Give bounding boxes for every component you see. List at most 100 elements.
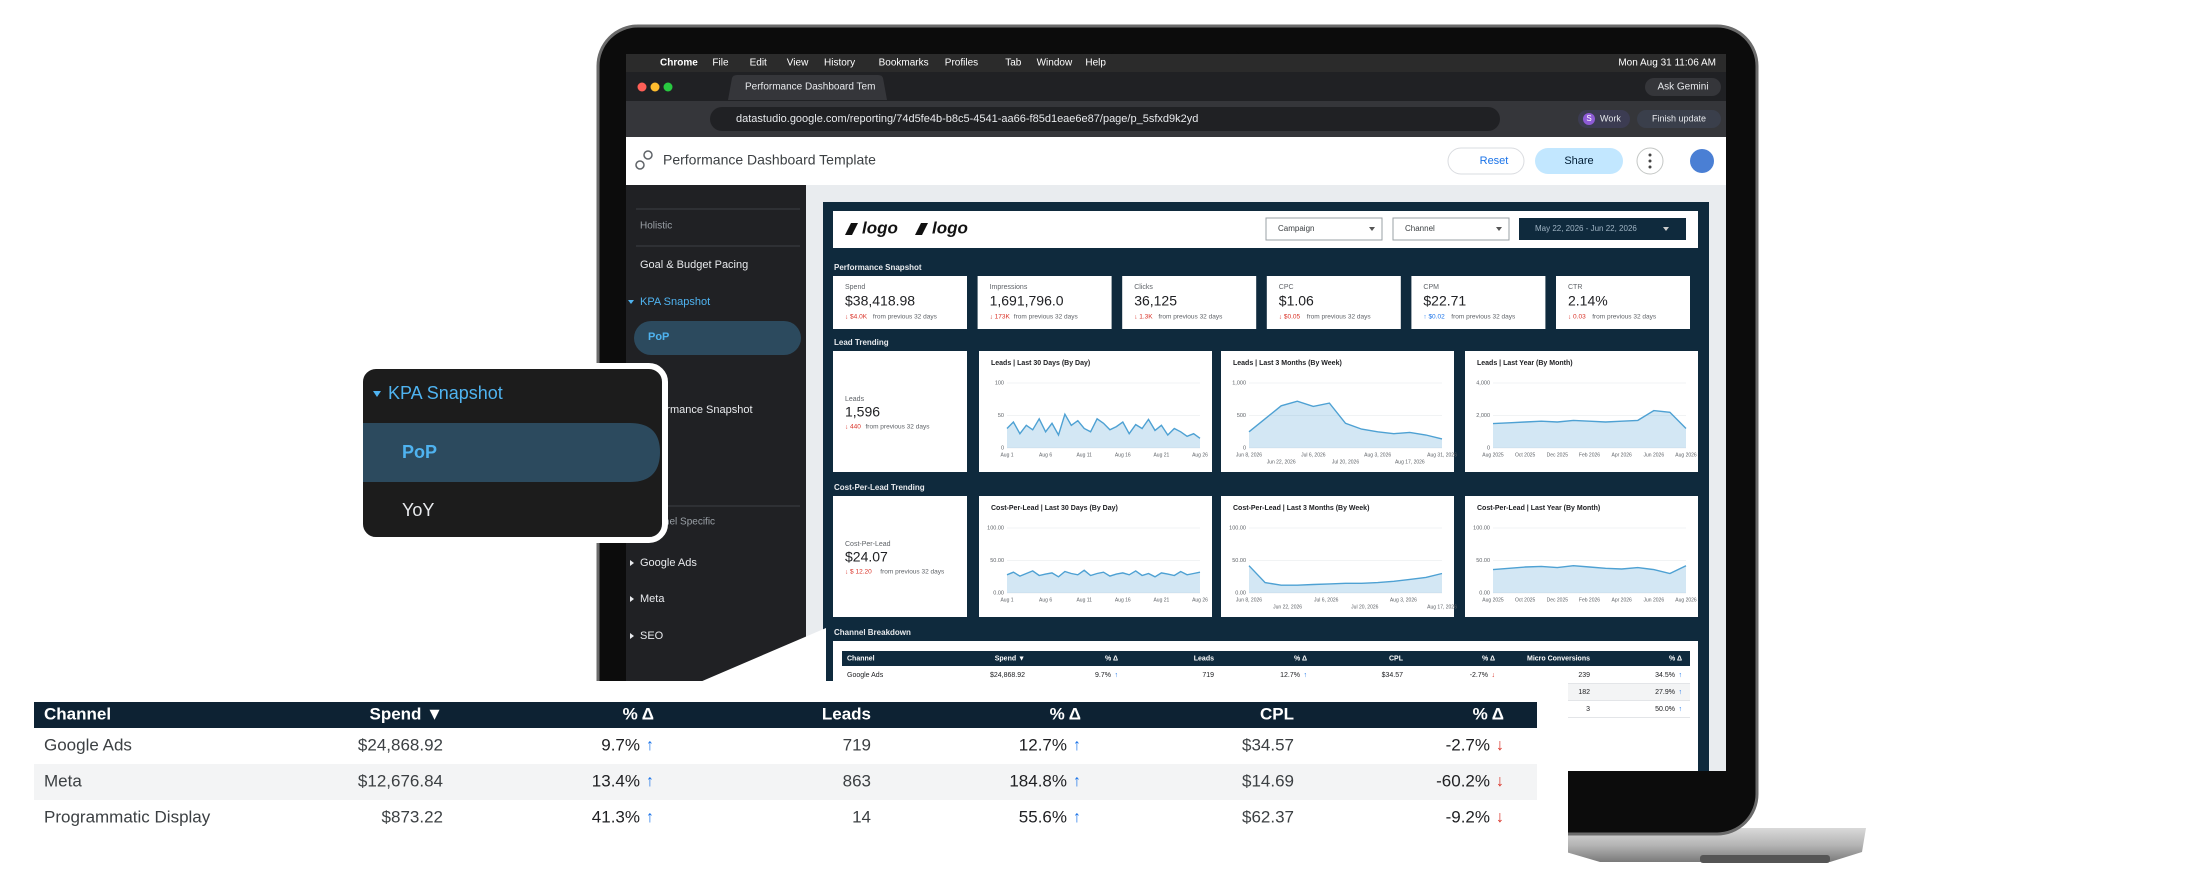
x-tick-label: Aug 11 bbox=[1076, 597, 1092, 603]
update-chip[interactable] bbox=[1637, 110, 1721, 128]
chart-line bbox=[1492, 564, 1687, 575]
trend-arrow: ↑ bbox=[1679, 689, 1683, 696]
y-tick-label: 100.00 bbox=[1473, 525, 1490, 531]
table-cell: 3 bbox=[1586, 706, 1590, 713]
zoom-table-cell: $34.57 bbox=[1242, 735, 1294, 754]
chart-area bbox=[1007, 570, 1200, 593]
kpi-delta: ↑ $0.02 bbox=[1423, 314, 1445, 321]
zoom-table-cell: Meta bbox=[44, 771, 82, 790]
x-tick-label: Dec 2025 bbox=[1547, 452, 1569, 458]
sidebar-item: Google Ads bbox=[640, 557, 697, 569]
chart-card bbox=[1221, 351, 1454, 472]
kpi-card bbox=[977, 276, 1112, 329]
app-logo bbox=[635, 160, 645, 170]
trend-arrow: ↑ bbox=[1115, 672, 1119, 679]
zoom-table-cell: $14.69 bbox=[1242, 771, 1294, 790]
kpi-delta: ↓ 1.3K bbox=[1134, 314, 1153, 321]
zoom-table-cell: -9.2% bbox=[1446, 807, 1490, 826]
kpi-card bbox=[1266, 276, 1401, 329]
trend-arrow: ↑ bbox=[1679, 706, 1683, 713]
account-avatar[interactable] bbox=[1690, 149, 1714, 173]
y-tick-label: 50.00 bbox=[1232, 558, 1246, 564]
menu-item: History bbox=[824, 58, 855, 69]
y-tick-label: 2,000 bbox=[1476, 413, 1490, 419]
chart-title: Cost-Per-Lead | Last 30 Days (By Day) bbox=[991, 505, 1118, 512]
reset-button[interactable] bbox=[1447, 147, 1525, 175]
zoom-table-header: CPL bbox=[1260, 704, 1294, 723]
kpi-note: from previous 32 days bbox=[1592, 314, 1657, 321]
zoom-header-row bbox=[34, 702, 1537, 728]
y-tick-label: 0.00 bbox=[1235, 590, 1246, 596]
kpi-delta: ↓ $4.0K bbox=[845, 314, 868, 321]
zoom-table-cell: 9.7% bbox=[601, 735, 640, 754]
kpi-card bbox=[833, 276, 967, 329]
x-tick-label: Aug 16 bbox=[1115, 597, 1131, 603]
address-bar[interactable] bbox=[710, 107, 1500, 131]
screen-content: Chrome File Edit View History Bookmarks Profil… bbox=[628, 58, 1716, 718]
table-header: % Δ bbox=[1482, 655, 1495, 662]
channel-filter[interactable] bbox=[1392, 217, 1510, 241]
close-button[interactable] bbox=[637, 82, 647, 92]
x-tick-label: Jun 2026 bbox=[1644, 452, 1665, 458]
chart-card bbox=[1465, 496, 1698, 617]
zoom-table-header: Spend ▼ bbox=[370, 704, 444, 723]
chart-title: Leads | Last Year (By Month) bbox=[1477, 360, 1573, 367]
maximize-button[interactable] bbox=[663, 82, 673, 92]
zoom-table-cell: $24,868.92 bbox=[358, 735, 443, 754]
y-tick-label: 100.00 bbox=[987, 525, 1004, 531]
chart-line bbox=[1248, 400, 1443, 440]
table-cell: 12.7% bbox=[1280, 672, 1300, 679]
date-filter[interactable] bbox=[1519, 218, 1686, 240]
kpi-note: from previous 32 days bbox=[1307, 314, 1372, 321]
callout-item: PoP bbox=[402, 442, 437, 462]
logo-mark bbox=[915, 223, 928, 235]
x-tick-label: Feb 2026 bbox=[1579, 597, 1600, 603]
x-tick-label: Aug 6 bbox=[1039, 597, 1052, 603]
kpi-value: 1,691,796.0 bbox=[990, 293, 1064, 309]
zoom-table-cell: 184.8% bbox=[1009, 771, 1067, 790]
zoom-table-cell: 719 bbox=[843, 735, 871, 754]
score-delta: ↓ $ 12.20 bbox=[845, 569, 872, 576]
kpi-label: Spend bbox=[845, 284, 865, 291]
disclosure-arrow bbox=[628, 300, 634, 304]
trend-arrow: ↑ bbox=[1304, 672, 1308, 679]
menu-item: Edit bbox=[750, 58, 767, 69]
chart-card bbox=[979, 351, 1212, 472]
kpi-delta: ↓ 0.03 bbox=[1568, 314, 1586, 321]
callout-item: YoY bbox=[402, 500, 434, 520]
chart-title: Leads | Last 30 Days (By Day) bbox=[991, 360, 1090, 367]
section-title: Performance Snapshot bbox=[834, 263, 922, 272]
zoom-table-cell: Programmatic Display bbox=[44, 807, 211, 826]
kpi-label: CTR bbox=[1568, 284, 1582, 291]
table-cell: Google Ads bbox=[847, 672, 884, 679]
ask-gemini-button[interactable] bbox=[1645, 78, 1721, 96]
menu-item: Tab bbox=[1005, 58, 1022, 69]
menu-item: Window bbox=[1037, 58, 1073, 69]
chart-area bbox=[1007, 414, 1200, 448]
x-tick-label: Jul 6, 2026 bbox=[1301, 452, 1326, 458]
campaign-filter[interactable] bbox=[1265, 217, 1383, 241]
zoom-table-cell: $62.37 bbox=[1242, 807, 1294, 826]
table-cell: 27.9% bbox=[1655, 689, 1675, 696]
chart-title: Leads | Last 3 Months (By Week) bbox=[1233, 360, 1342, 367]
zoom-table-cell: $12,676.84 bbox=[358, 771, 443, 790]
trend-arrow: ↑ bbox=[1073, 773, 1081, 790]
chart-line bbox=[1006, 569, 1201, 578]
active-tab[interactable] bbox=[728, 75, 887, 100]
score-delta: ↓ 440 bbox=[845, 424, 861, 431]
chart-area bbox=[1493, 410, 1686, 448]
score-note: from previous 32 days bbox=[866, 424, 931, 431]
sidebar-item: PoP bbox=[648, 331, 669, 343]
x-tick-label: Aug 1 bbox=[1000, 597, 1013, 603]
table-header: CPL bbox=[1389, 655, 1404, 662]
minimize-button[interactable] bbox=[650, 82, 660, 92]
x-tick-label: Dec 2025 bbox=[1547, 597, 1569, 603]
table-cell: 50.0% bbox=[1655, 706, 1675, 713]
filter-caret bbox=[1663, 227, 1669, 231]
x-tick-label: Jun 2026 bbox=[1644, 597, 1665, 603]
y-tick-label: 50.00 bbox=[990, 558, 1004, 564]
kpi-card bbox=[1556, 276, 1690, 329]
menu-item: Help bbox=[1085, 58, 1106, 69]
share-button[interactable] bbox=[1535, 148, 1623, 174]
x-tick-label: Jul 6, 2026 bbox=[1314, 597, 1339, 603]
